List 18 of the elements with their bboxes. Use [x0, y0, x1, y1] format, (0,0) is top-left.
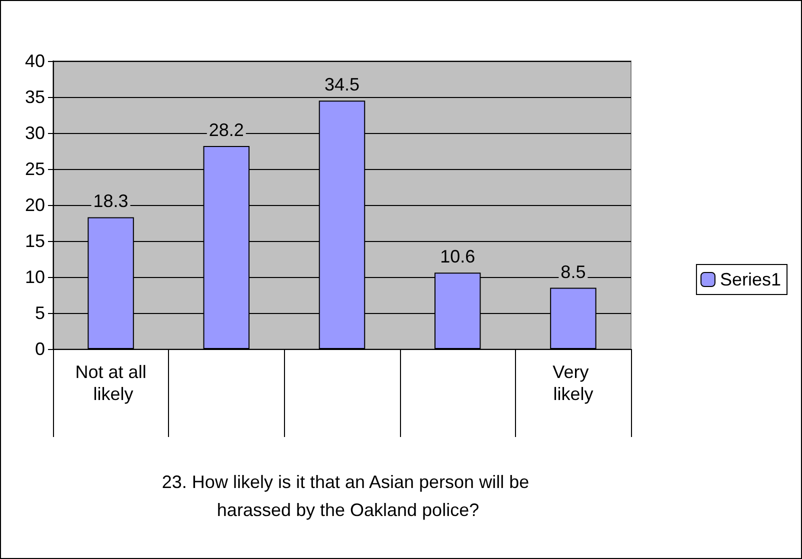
y-tick-label: 35 — [24, 87, 45, 107]
y-tick-label: 15 — [24, 231, 45, 251]
y-tick-label: 30 — [24, 123, 45, 143]
data-label: 34.5 — [324, 74, 360, 95]
x-axis-title: 23. How likely is it that an Asian person will be harassed by the Oakland police? — [162, 472, 534, 520]
data-label: 8.5 — [560, 262, 586, 282]
y-tick-label: 25 — [24, 159, 45, 179]
y-tick-label: 10 — [24, 267, 45, 287]
data-label: 10.6 — [440, 246, 476, 267]
y-tick-label: 20 — [24, 195, 45, 215]
legend-label: Series1 — [720, 270, 781, 290]
y-tick-label: 40 — [24, 51, 45, 71]
x-tick-label: Not at all likely — [75, 362, 146, 404]
y-tick-label: 0 — [34, 339, 45, 359]
y-tick-label: 5 — [34, 303, 45, 323]
data-label: 18.3 — [93, 191, 128, 212]
x-tick-label: Very likely — [552, 362, 594, 404]
data-label: 28.2 — [208, 120, 244, 140]
